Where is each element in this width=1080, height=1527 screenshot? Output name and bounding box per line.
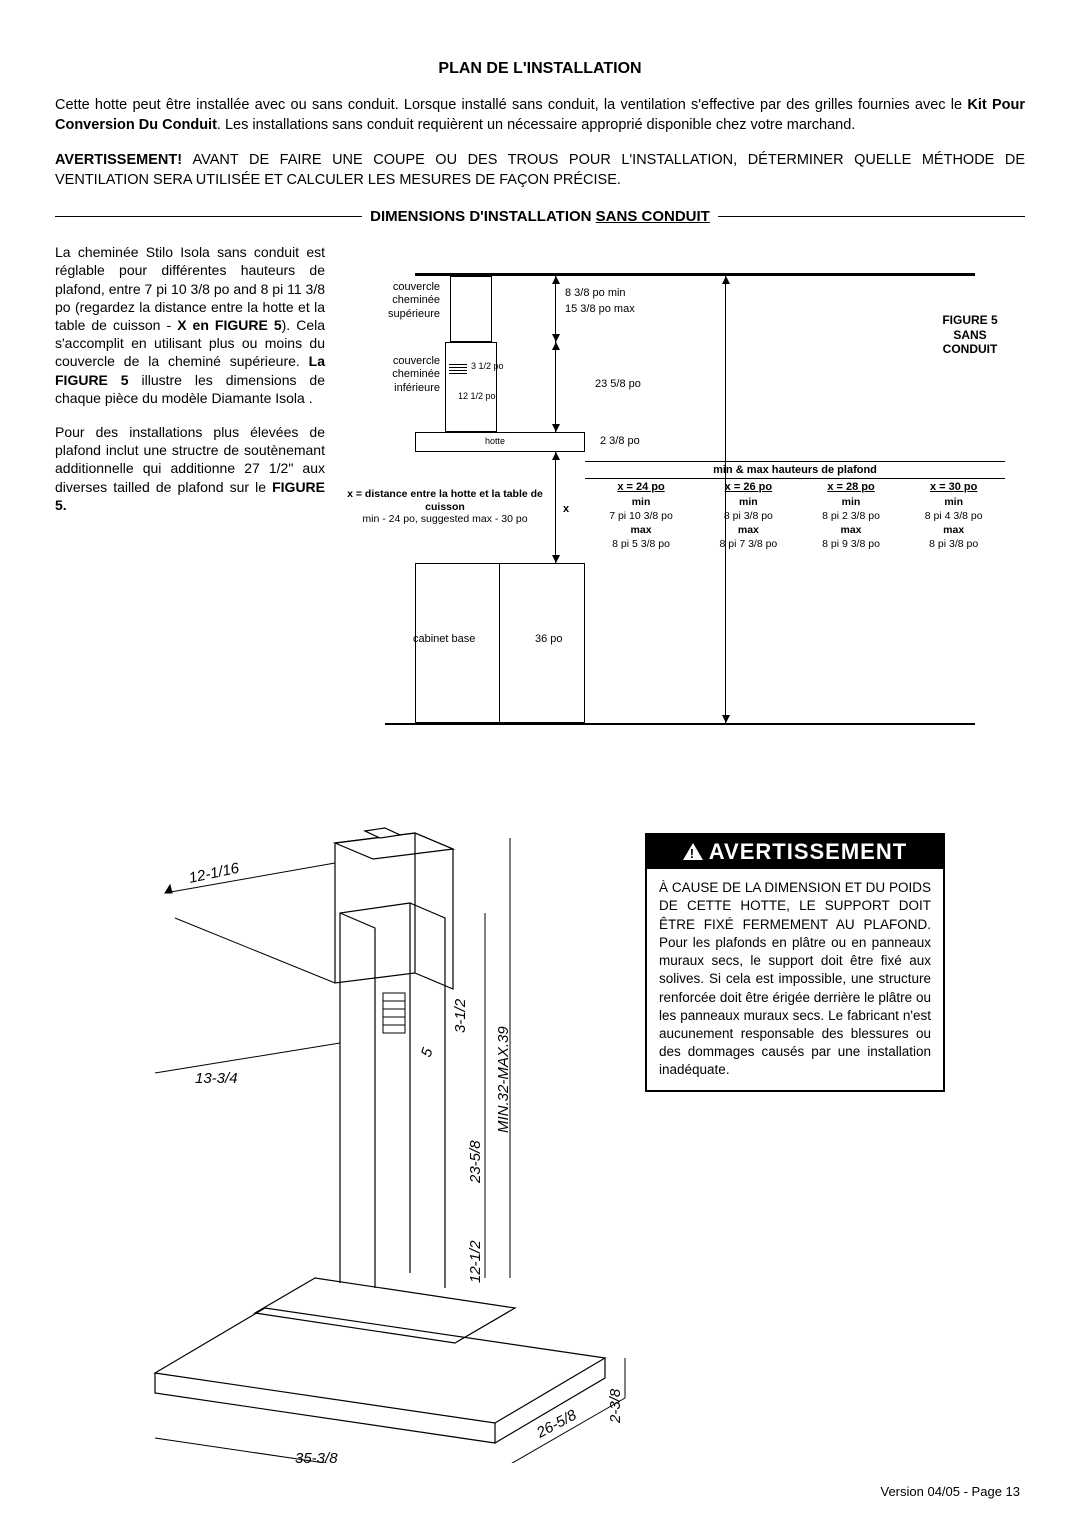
isometric-drawing: 12-1/16 13-3/4 35-3/8 26-5/8 2-3/8 3-1/2… (95, 783, 655, 1463)
left-p2: Pour des installations plus élevées de p… (55, 423, 325, 514)
upper-chimney-label: couvercle cheminée supérieure (345, 281, 440, 321)
fig5-l3: CONDUIT (915, 342, 1025, 356)
page-title: PLAN DE L'INSTALLATION (55, 60, 1025, 78)
fig5-l1: FIGURE 5 (915, 313, 1025, 327)
dim-15-3-8-max: 15 3/8 po max (565, 303, 635, 315)
left-p1-b: X en FIGURE 5 (177, 317, 281, 333)
dim-12-1-16: 12-1/16 (187, 860, 241, 887)
cell-min: min (585, 495, 697, 509)
table-row: max max max max (585, 523, 1005, 537)
x-note: x = distance entre la hotte et la table … (340, 488, 550, 526)
table-row: 8 pi 5 3/8 po 8 pi 7 3/8 po 8 pi 9 3/8 p… (585, 537, 1005, 551)
warning-triangle-icon (683, 843, 703, 860)
col-x28: x = 28 po (800, 479, 903, 495)
dim-13-3-4: 13-3/4 (195, 1070, 238, 1087)
warning-box: AVERTISSEMENT À CAUSE DE LA DIMENSION ET… (645, 833, 945, 1091)
hotte-label: hotte (485, 436, 505, 446)
dim-5: 5 (418, 1045, 437, 1059)
col-x30: x = 30 po (902, 479, 1005, 495)
dim-3-1-2: 3-1/2 (452, 998, 469, 1033)
x-label: x (563, 503, 569, 515)
left-p1: La cheminée Stilo Isola sans conduit est… (55, 243, 325, 407)
table-header: min & max hauteurs de plafond (585, 461, 1005, 479)
lower-section: 12-1/16 13-3/4 35-3/8 26-5/8 2-3/8 3-1/2… (55, 783, 1025, 1483)
rule-left (55, 216, 362, 217)
dim-23-5-8-iso: 23-5/8 (467, 1140, 484, 1184)
warning-body: À CAUSE DE LA DIMENSION ET DU POIDS DE C… (647, 869, 943, 1089)
warning-paragraph: AVERTISSEMENT! AVANT DE FAIRE UNE COUPE … (55, 151, 1025, 190)
dim-3-1-2: 3 1/2 po (471, 361, 504, 371)
lower-chimney-label: couvercle cheminée inférieure (345, 355, 440, 395)
section-heading-row: DIMENSIONS D'INSTALLATION SANS CONDUIT (55, 208, 1025, 225)
figure-5-label: FIGURE 5 SANS CONDUIT (915, 313, 1025, 356)
cell-max: max (697, 523, 800, 537)
upper-diagram: couvercle cheminée supérieure 8 3/8 po m… (345, 243, 1025, 743)
page-footer: Version 04/05 - Page 13 (881, 1484, 1021, 1499)
arrow-upper (555, 276, 556, 342)
dim-36: 36 po (535, 633, 563, 645)
cell: 8 pi 3/8 po (697, 509, 800, 523)
warn-text: AVANT DE FAIRE UNE COUPE OU DES TROUS PO… (55, 152, 1025, 188)
cell-max: max (585, 523, 697, 537)
floor-line (385, 723, 975, 725)
dim-2-3-8: 2 3/8 po (600, 435, 640, 447)
warning-title: AVERTISSEMENT (709, 839, 907, 864)
cell-min: min (902, 495, 1005, 509)
upper-chimney-box (450, 276, 492, 342)
dim-26-5-8: 26-5/8 (533, 1406, 580, 1442)
cell: 8 pi 5 3/8 po (585, 537, 697, 551)
left-column: La cheminée Stilo Isola sans conduit est… (55, 243, 325, 743)
fig5-l2: SANS (915, 328, 1025, 342)
table-row: 7 pi 10 3/8 po 8 pi 3/8 po 8 pi 2 3/8 po… (585, 509, 1005, 523)
cabinet-base-label: cabinet base (413, 633, 475, 645)
col-x24: x = 24 po (585, 479, 697, 495)
warning-header: AVERTISSEMENT (647, 835, 943, 869)
arrow-lower (555, 342, 556, 432)
dim-8-3-8-min: 8 3/8 po min (565, 287, 626, 299)
height-table: min & max hauteurs de plafond x = 24 po … (585, 461, 1005, 551)
cell: 8 pi 9 3/8 po (800, 537, 903, 551)
x-note-text: min - 24 po, suggested max - 30 po (340, 513, 550, 526)
cell-min: min (697, 495, 800, 509)
dim-12-1-2: 12 1/2 po (458, 391, 496, 401)
intro-pre: Cette hotte peut être installée avec ou … (55, 97, 967, 113)
cell-max: max (902, 523, 1005, 537)
arrow-x (555, 452, 556, 563)
cell-min: min (800, 495, 903, 509)
warn-label: AVERTISSEMENT! (55, 152, 193, 168)
intro-paragraph: Cette hotte peut être installée avec ou … (55, 96, 1025, 135)
table-row: x = 24 po x = 26 po x = 28 po x = 30 po (585, 479, 1005, 495)
rule-right (718, 216, 1025, 217)
cell: 8 pi 4 3/8 po (902, 509, 1005, 523)
dim-35-3-8: 35-3/8 (295, 1450, 338, 1463)
dim-12-1-2-iso: 12-1/2 (467, 1240, 484, 1283)
subhead-underline: SANS CONDUIT (596, 208, 710, 225)
subhead-plain: DIMENSIONS D'INSTALLATION (370, 208, 596, 225)
ceiling-line (415, 273, 975, 276)
dim-min-max: MIN.32-MAX.39 (495, 1026, 512, 1133)
cell: 8 pi 2 3/8 po (800, 509, 903, 523)
cabinet-divider (499, 563, 500, 723)
cell: 8 pi 3/8 po (902, 537, 1005, 551)
cell-max: max (800, 523, 903, 537)
x-note-bold: x = distance entre la hotte et la table … (340, 488, 550, 513)
cell: 8 pi 7 3/8 po (697, 537, 800, 551)
intro-post: . Les installations sans conduit requièr… (217, 117, 855, 133)
section-heading: DIMENSIONS D'INSTALLATION SANS CONDUIT (362, 208, 718, 225)
dim-2-3-8: 2-3/8 (607, 1388, 624, 1424)
col-x26: x = 26 po (697, 479, 800, 495)
dim-23-5-8: 23 5/8 po (595, 378, 641, 390)
grille-icon (449, 362, 467, 374)
table-row: min min min min (585, 495, 1005, 509)
lower-chimney-box (445, 342, 497, 432)
cell: 7 pi 10 3/8 po (585, 509, 697, 523)
